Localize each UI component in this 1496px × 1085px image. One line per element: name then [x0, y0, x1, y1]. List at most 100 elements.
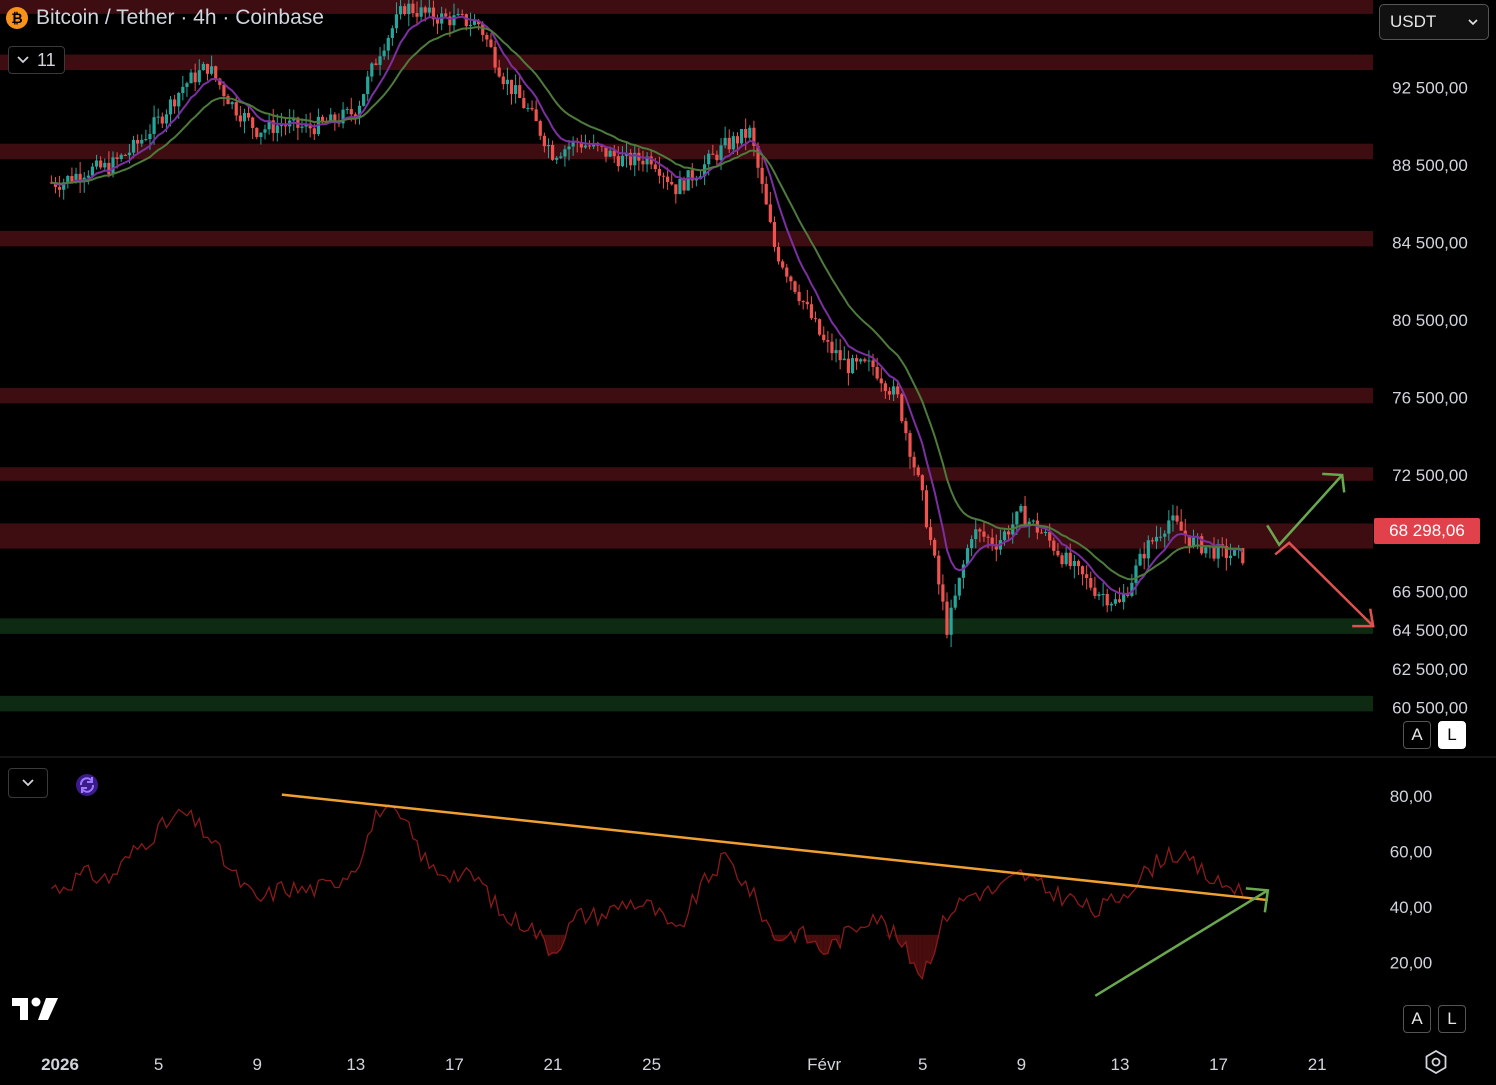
- candle-body: [398, 6, 403, 15]
- candle-body: [1039, 532, 1044, 534]
- candle-body: [678, 178, 682, 195]
- candle-body: [1023, 505, 1027, 526]
- candle-body: [444, 13, 448, 17]
- candle-body: [329, 114, 333, 123]
- candle-body: [160, 116, 164, 124]
- candle-body: [1224, 545, 1228, 559]
- resistance-zone: [0, 467, 1373, 481]
- time-tick-label: 5: [154, 1055, 163, 1074]
- candle-body: [345, 109, 349, 111]
- sync-icon[interactable]: [74, 772, 100, 798]
- rsi-tick-label: 20,00: [1390, 954, 1433, 973]
- rsi-oversold-fill: [922, 934, 927, 979]
- candle-body: [822, 334, 826, 341]
- candle-body: [374, 63, 378, 65]
- rsi-pane: [50, 793, 1270, 997]
- candle-body: [62, 182, 66, 190]
- candle-body: [111, 157, 115, 175]
- candle-body: [756, 145, 760, 168]
- rsi-descending-trendline: [281, 793, 1268, 902]
- candle-body: [571, 140, 575, 147]
- symbol-title[interactable]: Bitcoin / Tether · 4h · Coinbase: [36, 6, 324, 29]
- auto-scale-button[interactable]: A: [1403, 721, 1431, 749]
- candle-body: [341, 109, 345, 124]
- currency-select[interactable]: USDT: [1379, 4, 1489, 40]
- candle-body: [1228, 555, 1233, 559]
- candle-body: [961, 564, 966, 578]
- candle-body: [813, 318, 818, 320]
- candle-body: [620, 155, 625, 167]
- candle-body: [226, 96, 230, 105]
- candle-body: [222, 85, 226, 97]
- candle-body: [1043, 531, 1048, 533]
- candle-body: [378, 56, 382, 65]
- candle-body: [86, 175, 90, 178]
- candle-body: [933, 539, 937, 556]
- indicators-toggle[interactable]: 11: [8, 46, 65, 74]
- candle-body: [242, 112, 247, 122]
- rsi-oversold-fill: [831, 934, 837, 940]
- candle-body: [431, 7, 436, 20]
- candle-body: [986, 536, 990, 538]
- candle-body: [415, 13, 419, 17]
- candle-body: [715, 154, 719, 161]
- candle-body: [645, 156, 649, 165]
- price-tick-label: 72 500,00: [1392, 466, 1468, 485]
- candle-body: [1241, 548, 1245, 564]
- candle-body: [875, 366, 879, 379]
- candle-body: [283, 125, 288, 127]
- candle-body: [189, 72, 193, 84]
- candle-body: [530, 107, 534, 110]
- ema-slow-line: [51, 26, 1244, 581]
- candle-body: [694, 179, 698, 181]
- rsi-oversold-fill: [926, 934, 931, 964]
- rsi-log-scale-button[interactable]: L: [1438, 1005, 1466, 1033]
- candle-body: [144, 139, 148, 141]
- candle-body: [945, 601, 949, 635]
- candle-body: [785, 267, 789, 277]
- rsi-pane-toggle[interactable]: [8, 768, 48, 798]
- candle-body: [908, 433, 912, 457]
- gear-icon[interactable]: [1424, 1050, 1448, 1074]
- time-tick-label: 21: [544, 1055, 563, 1074]
- candle-body: [904, 421, 908, 434]
- candle-body: [489, 39, 493, 47]
- candle-body: [386, 37, 390, 51]
- candle-body: [1130, 582, 1134, 596]
- candle-body: [201, 63, 205, 71]
- candle-body: [1101, 593, 1105, 595]
- price-tick-label: 64 500,00: [1392, 621, 1468, 640]
- candle-body: [887, 391, 892, 395]
- candle-body: [600, 145, 604, 147]
- candle-body: [1154, 536, 1159, 542]
- candle-body: [526, 107, 530, 109]
- candle-body: [230, 102, 234, 105]
- candle-body: [793, 281, 797, 292]
- candle-body: [735, 136, 740, 144]
- rsi-oversold-fill: [811, 934, 816, 943]
- rsi-oversold-fill: [930, 934, 935, 964]
- candle-body: [855, 358, 859, 362]
- log-scale-button[interactable]: L: [1438, 721, 1466, 749]
- candle-body: [649, 156, 653, 165]
- candle-body: [357, 105, 362, 119]
- candle-body: [370, 63, 374, 77]
- candle-body: [115, 157, 119, 160]
- candle-body: [550, 144, 555, 160]
- candle-body: [1089, 578, 1093, 588]
- candle-body: [842, 358, 846, 361]
- candle-body: [719, 145, 723, 161]
- candle-body: [304, 123, 308, 127]
- candle-body: [629, 152, 633, 166]
- candle-body: [707, 153, 711, 165]
- rsi-auto-scale-button[interactable]: A: [1403, 1005, 1431, 1033]
- candle-body: [103, 162, 107, 168]
- resistance-zone: [0, 230, 1373, 247]
- candle-body: [300, 126, 304, 128]
- candle-body: [567, 146, 571, 150]
- candle-body: [760, 167, 764, 184]
- candle-body: [900, 394, 904, 422]
- candle-body: [661, 175, 666, 177]
